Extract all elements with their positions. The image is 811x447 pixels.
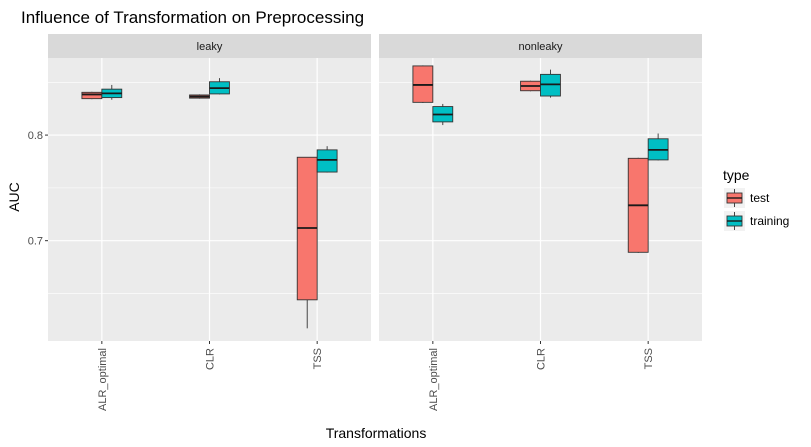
facet-leaky-strip: [48, 34, 371, 58]
facet-nonleaky-test-box-ALR_optimal: [412, 65, 434, 103]
box-iqr: [316, 149, 338, 173]
facet-leaky-training-box-ALR_optimal: [101, 84, 123, 100]
legend-label: training: [750, 214, 789, 228]
y-tick-label: 0.7: [28, 236, 43, 248]
box-iqr: [81, 91, 103, 100]
facet-nonleaky-strip: [379, 34, 702, 58]
legend-label: test: [750, 191, 770, 205]
facet-nonleaky-training-box-TSS: [647, 133, 669, 161]
facet-nonleaky-training-box-CLR: [540, 69, 561, 98]
facet-nonleaky-panel: nonleaky ALR_optimal CLR TSS: [379, 34, 702, 411]
facet-panels: leaky ALR_optimal CLR TSS nonleaky ALR_optima…: [48, 34, 702, 411]
facet-leaky-test-box-CLR: [189, 94, 210, 99]
facet-nonleaky-test-box-CLR: [520, 80, 541, 92]
x-tick-label: ALR_optimal: [428, 348, 440, 411]
legend-title: type: [723, 167, 750, 183]
facet-leaky-strip-label: leaky: [197, 41, 223, 53]
facet-leaky-test-box-ALR_optimal: [81, 91, 103, 100]
x-axis-title: Transformations: [326, 425, 427, 441]
x-tick-label: CLR: [536, 348, 548, 370]
legend: type test training: [723, 167, 789, 231]
facet-leaky-training-box-CLR: [209, 78, 230, 95]
legend-entry-training: training: [724, 211, 789, 231]
x-tick-label: CLR: [205, 348, 217, 370]
facet-leaky-test-box-TSS: [296, 156, 318, 329]
y-tick-label: 0.8: [28, 130, 43, 142]
facet-leaky-panel: leaky ALR_optimal CLR TSS: [48, 34, 371, 411]
x-tick-label: ALR_optimal: [97, 348, 109, 411]
facet-nonleaky-strip-label: nonleaky: [518, 41, 563, 53]
chart-title: Influence of Transformation on Preproces…: [21, 8, 364, 27]
facet-nonleaky-training-box-ALR_optimal: [432, 103, 454, 126]
legend-entry-test: test: [724, 188, 770, 208]
facet-leaky-training-box-TSS: [316, 146, 338, 173]
facet-nonleaky-test-box-TSS: [627, 157, 649, 253]
y-axis: 0.7 0.8: [28, 130, 48, 248]
x-tick-label: TSS: [643, 348, 655, 369]
y-axis-title: AUC: [6, 182, 22, 212]
x-tick-label: TSS: [312, 348, 324, 369]
